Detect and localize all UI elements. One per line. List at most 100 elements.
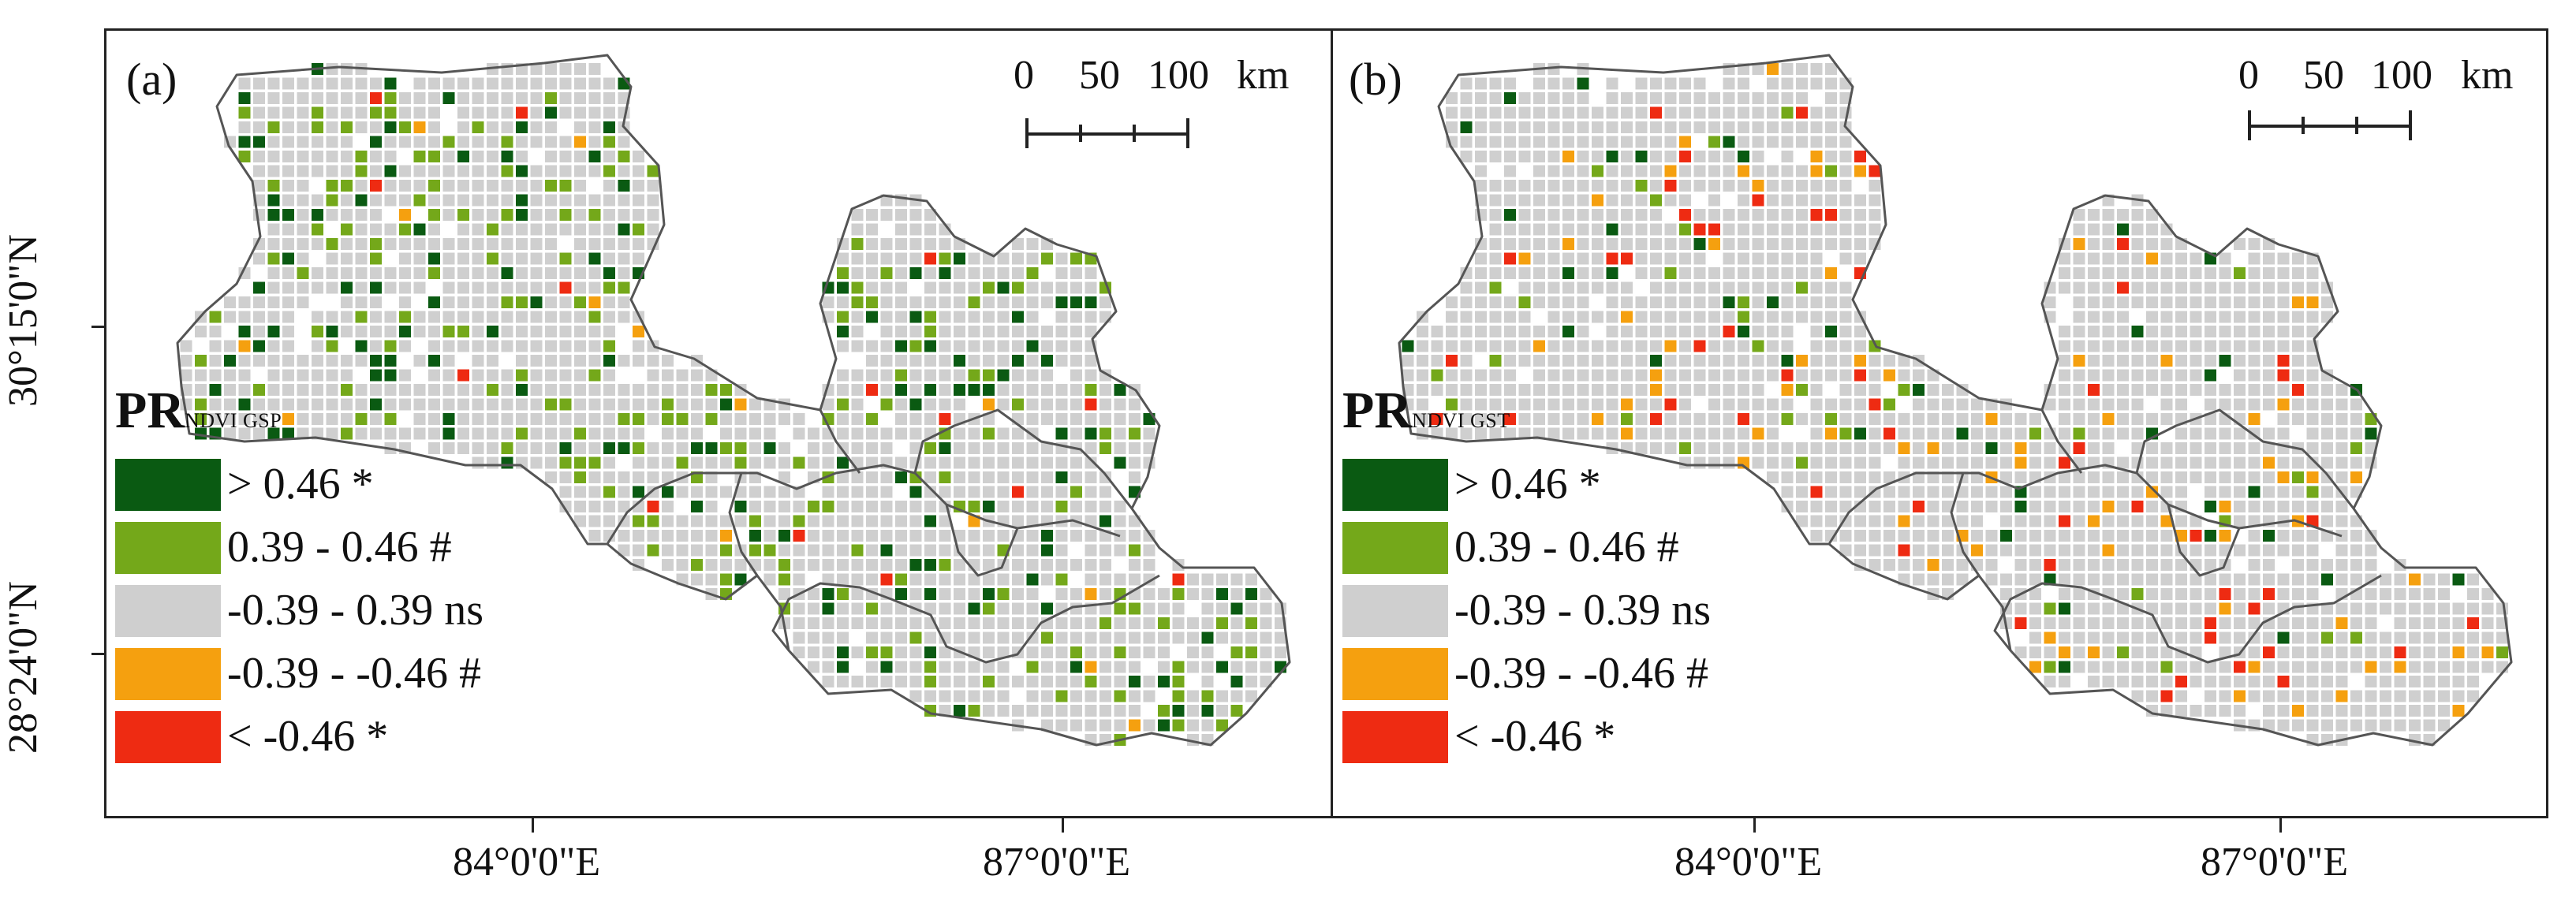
panel-a-grid-cell <box>574 456 586 469</box>
panel-a-grid-cell <box>954 326 965 337</box>
panel-a-grid-cell <box>312 355 323 367</box>
panel-a-grid-cell <box>1129 442 1141 454</box>
panel-a-grid-cell <box>370 413 382 425</box>
panel-a-grid-cell <box>662 530 674 542</box>
panel-a-grid-cell <box>341 77 353 90</box>
panel-a-grid-cell <box>1070 530 1082 542</box>
panel-a-grid-cell <box>384 136 397 148</box>
panel-a-grid-cell <box>1055 573 1068 586</box>
panel-a-grid-cell <box>691 486 703 498</box>
panel-a-grid-cell <box>1041 690 1053 702</box>
panel-a-grid-cell <box>603 355 615 367</box>
panel-a-grid-cell <box>705 559 718 571</box>
panel-a-grid-cell <box>909 501 922 512</box>
panel-a-grid-cell <box>1012 456 1024 469</box>
panel-a-grid-cell <box>734 427 747 440</box>
panel-a-grid-cell <box>734 515 747 527</box>
panel-a-grid-cell <box>880 471 893 483</box>
panel-a-grid-cell <box>603 165 615 177</box>
panel-a-grid-cell <box>1114 427 1126 440</box>
panel-a-grid-cell <box>457 106 469 119</box>
panel-a-grid-cell <box>778 501 790 512</box>
panel-a-grid-cell <box>1099 427 1111 440</box>
panel-a-grid-cell <box>487 77 498 90</box>
panel-a-grid-cell <box>866 281 878 294</box>
panel-a-grid-cell <box>1070 369 1082 382</box>
panel-b-legend-swatch <box>1342 585 1448 637</box>
panel-a-grid-cell <box>472 398 484 411</box>
panel-a-grid-cell <box>954 398 965 411</box>
panel-a-grid-cell <box>720 559 732 571</box>
panel-a-grid-cell <box>1041 384 1053 396</box>
panel-a-grid-cell <box>1129 573 1141 586</box>
panel-a-grid-cell <box>1216 631 1228 644</box>
panel-a-grid-cell <box>1085 631 1097 644</box>
panel-a-grid-cell <box>530 223 543 236</box>
panel-a-grid-cell <box>1026 326 1039 337</box>
panel-a-grid-cell <box>1085 456 1097 469</box>
panel-a-grid-cell <box>924 690 936 702</box>
panel-a-grid-cell <box>895 311 907 323</box>
panel-a-grid-cell <box>939 413 951 425</box>
panel-a-grid-cell <box>341 384 353 396</box>
panel-a-grid-cell <box>457 340 469 352</box>
panel-a-grid-cell <box>413 165 426 177</box>
panel-a-grid-cell <box>924 661 936 673</box>
panel-a-grid-cell <box>384 223 397 236</box>
panel-a-grid-cell <box>983 486 995 498</box>
panel-a-grid-cell <box>370 223 382 236</box>
panel-a-grid-cell <box>837 631 849 644</box>
panel-a-grid-cell <box>180 340 192 352</box>
panel-a-grid-cell <box>559 194 572 207</box>
panel-b-legend-swatch <box>1342 522 1448 574</box>
panel-a-grid-cell <box>559 427 572 440</box>
panel-a-grid-cell <box>1041 296 1053 308</box>
panel-a-grid-cell <box>384 427 397 440</box>
panel-a-grid-cell <box>238 296 251 308</box>
panel-a-grid-cell <box>822 646 834 658</box>
panel-a-grid-cell <box>1026 646 1039 658</box>
panel-a-grid-cell <box>1114 442 1126 454</box>
panel-a-grid-cell <box>633 326 644 337</box>
panel-a-grid-cell <box>720 413 732 425</box>
panel-a-grid-cell <box>924 471 936 483</box>
panel-a-grid-cell <box>399 427 411 440</box>
panel-a-grid-cell <box>341 92 353 104</box>
panel-a-grid-cell <box>413 355 426 367</box>
panel-a-grid-cell <box>559 340 572 352</box>
panel-a-grid-cell <box>413 384 426 396</box>
panel-a-grid-cell <box>954 530 965 542</box>
panel-a-grid-cell <box>1245 646 1257 658</box>
panel-a-grid-cell <box>1055 676 1068 687</box>
panel-a-grid-cell <box>662 413 674 425</box>
panel-a-grid-cell <box>1085 326 1097 337</box>
longitude-tick-87-a <box>1062 818 1064 833</box>
panel-a-grid-cell <box>399 398 411 411</box>
panel-a-grid-cell <box>603 267 615 279</box>
panel-a-grid-cell <box>983 501 995 512</box>
panel-a-grid-cell <box>1041 281 1053 294</box>
panel-a-grid-cell <box>559 63 572 75</box>
panel-a-grid-cell <box>939 456 951 469</box>
panel-a-grid-cell <box>312 92 323 104</box>
panel-a-grid-cell <box>545 63 557 75</box>
panel-a-grid-cell <box>413 238 426 250</box>
panel-a-grid-cell <box>837 617 849 629</box>
panel-a-grid-cell <box>837 252 849 265</box>
panel-a-grid-cell <box>633 180 644 192</box>
panel-a-grid-cell <box>603 471 615 483</box>
panel-b-legend-label: -0.39 - -0.46 # <box>1454 649 1708 698</box>
panel-a-grid-cell <box>1055 661 1068 673</box>
panel-a-grid-cell <box>895 617 907 629</box>
panel-a-grid-cell <box>1099 296 1111 308</box>
panel-a-grid-cell <box>1187 646 1199 658</box>
panel-a-grid-cell <box>545 456 557 469</box>
panel-a-grid-cell <box>1026 413 1039 425</box>
panel-a-grid-cell <box>837 267 849 279</box>
panel-a-grid-cell <box>720 398 732 411</box>
panel-a-grid-cell <box>880 544 893 557</box>
panel-a-grid-cell <box>939 340 951 352</box>
panel-a-grid-cell <box>954 588 965 600</box>
panel-a-grid-cell <box>983 311 995 323</box>
panel-a-grid-cell <box>355 77 368 90</box>
